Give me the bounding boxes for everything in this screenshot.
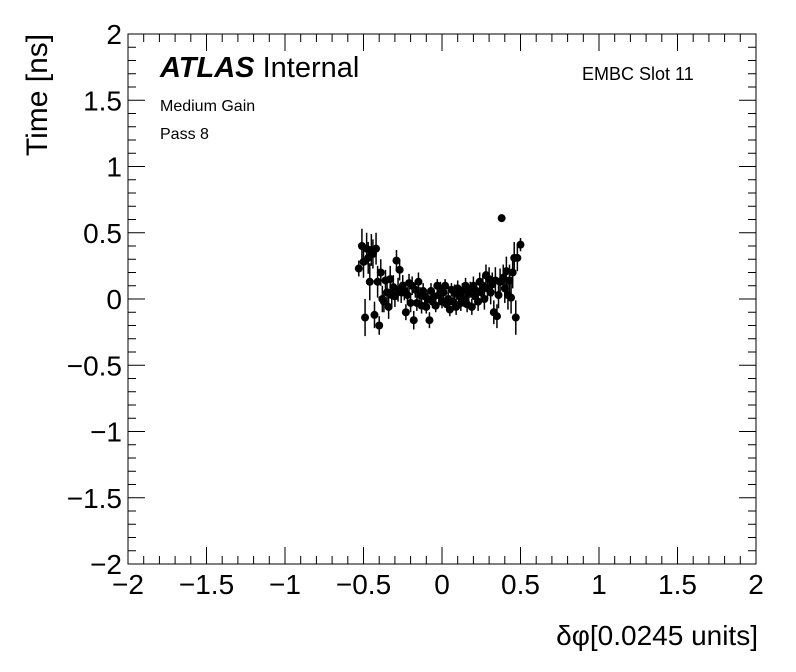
data-point xyxy=(508,268,517,277)
gain-label: Medium Gain xyxy=(160,98,256,115)
internal-label: Internal xyxy=(262,52,360,84)
y-tick-label: 1 xyxy=(106,152,122,183)
data-point xyxy=(516,240,525,249)
y-tick-label: −0.5 xyxy=(67,350,122,381)
data-point xyxy=(365,277,374,286)
data-point xyxy=(361,313,370,322)
slot-label: EMBC Slot 11 xyxy=(582,64,694,84)
data-point xyxy=(401,308,410,317)
y-axis-title: Time [ns] xyxy=(21,33,54,157)
data-point xyxy=(474,297,483,306)
data-point xyxy=(422,302,431,311)
x-tick-label: 0 xyxy=(434,569,450,600)
data-point xyxy=(486,288,495,297)
y-tick-label: −1.5 xyxy=(67,483,122,514)
data-point xyxy=(492,312,501,321)
data-point xyxy=(372,244,381,253)
data-point xyxy=(507,293,516,302)
data-point xyxy=(395,265,404,274)
data-point xyxy=(409,316,418,325)
x-tick-label: 0.5 xyxy=(501,569,540,600)
x-axis-title: δφ[0.0245 units] xyxy=(556,620,758,651)
y-tick-label: 0.5 xyxy=(83,218,122,249)
data-point xyxy=(370,310,379,319)
data-point xyxy=(373,277,382,286)
data-point xyxy=(439,288,448,297)
y-tick-label: 2 xyxy=(106,19,122,50)
x-tick-label: 1.5 xyxy=(658,569,697,600)
x-tick-label: −1.5 xyxy=(179,569,234,600)
y-tick-label: −1 xyxy=(90,417,122,448)
data-point xyxy=(411,285,420,294)
data-point xyxy=(467,302,476,311)
data-point xyxy=(425,316,434,325)
data-point xyxy=(392,256,401,265)
x-tick-label: −2 xyxy=(112,569,144,600)
data-point xyxy=(480,295,489,303)
data-point xyxy=(441,281,450,290)
pass-label: Pass 8 xyxy=(160,126,209,143)
data-point xyxy=(500,284,509,293)
axis-tick-labels: −2 −1.5 −1 −0.5 0 0.5 1 1.5 2 −2 −1.5 −1 −0.5 0 0.5 1 1.… xyxy=(67,19,764,600)
data-point xyxy=(502,267,511,276)
data-point xyxy=(375,321,384,330)
data-point xyxy=(511,313,520,322)
y-tick-label: 1.5 xyxy=(83,85,122,116)
data-point xyxy=(406,298,415,307)
data-point xyxy=(403,291,412,300)
data-point xyxy=(376,268,385,277)
data-point xyxy=(379,297,388,306)
x-tick-label: −1 xyxy=(269,569,301,600)
x-tick-label: −0.5 xyxy=(336,569,391,600)
data-point xyxy=(414,277,423,286)
x-tick-label: 1 xyxy=(591,569,607,600)
atlas-label: ATLAS Internal xyxy=(160,52,359,85)
x-tick-label: 2 xyxy=(748,569,764,600)
y-tick-label: −2 xyxy=(90,549,122,580)
data-point xyxy=(445,305,454,314)
data-point xyxy=(513,253,522,262)
data-point xyxy=(386,275,395,284)
data-point xyxy=(384,302,393,311)
data-point xyxy=(354,264,363,273)
data-points xyxy=(354,214,525,337)
atlas-logo-text: ATLAS xyxy=(160,52,255,84)
data-point xyxy=(390,292,399,301)
y-tick-label: 0 xyxy=(106,284,122,315)
data-point xyxy=(494,291,503,300)
data-point xyxy=(497,214,506,223)
axis-ticks xyxy=(127,33,757,565)
data-point xyxy=(431,301,440,310)
